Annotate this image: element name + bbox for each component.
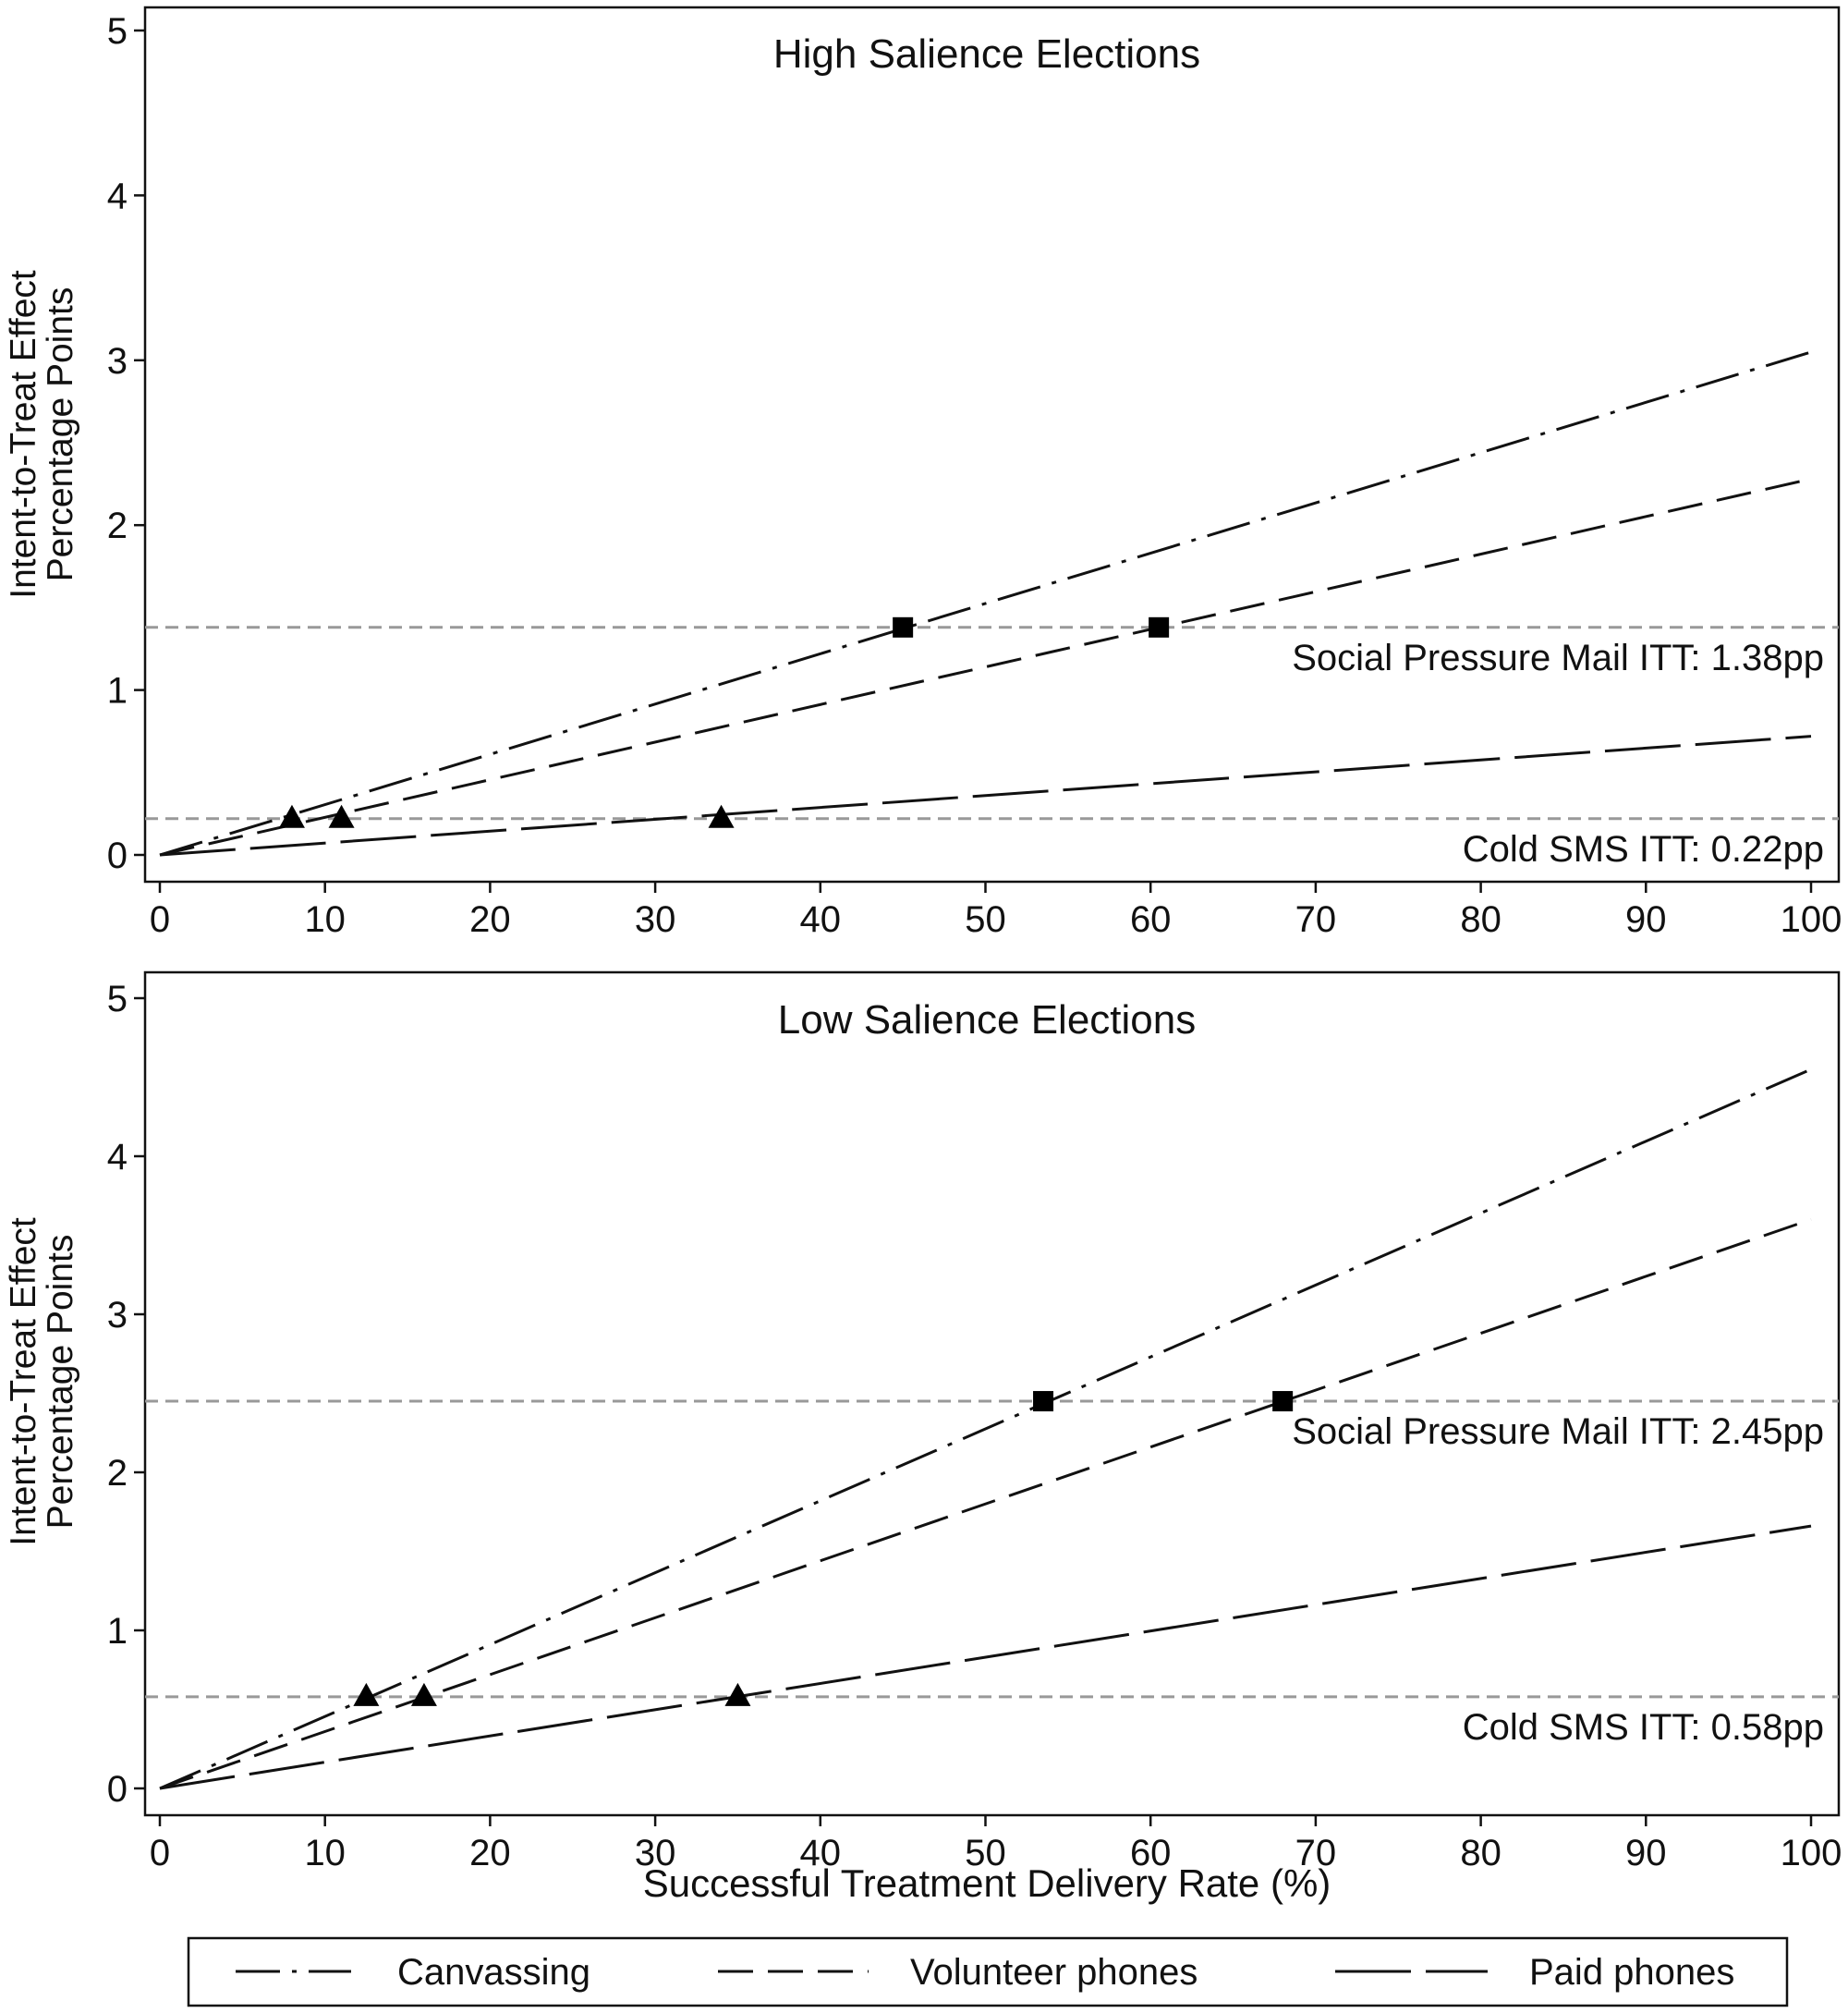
x-tick-label: 60 xyxy=(1130,1833,1172,1873)
x-tick-label: 80 xyxy=(1460,899,1502,940)
x-tick-label: 10 xyxy=(304,899,346,940)
y-axis-label: Intent-to-Treat Effect Percentage Points xyxy=(4,270,80,599)
y-tick-label: 4 xyxy=(107,1137,128,1177)
x-tick-label: 80 xyxy=(1460,1833,1502,1873)
x-tick-label: 40 xyxy=(800,899,842,940)
triangle-marker xyxy=(410,1682,437,1706)
series-line-paid-phones xyxy=(159,1524,1812,1790)
x-tick-label: 40 xyxy=(800,1833,842,1873)
triangle-marker xyxy=(353,1682,380,1706)
y-tick-label: 1 xyxy=(107,1611,128,1652)
x-tick-label: 90 xyxy=(1625,1833,1667,1873)
series-line-volunteer-phones xyxy=(159,477,1812,857)
y-axis-label-line1: Intent-to-Treat Effect xyxy=(4,270,43,599)
x-tick-label: 10 xyxy=(304,1833,346,1873)
x-axis-label: Successful Treatment Delivery Rate (%) xyxy=(643,1861,1331,1905)
x-tick-label: 70 xyxy=(1295,899,1337,940)
x-tick-label: 70 xyxy=(1295,1833,1337,1873)
y-tick-label: 2 xyxy=(107,506,128,546)
series-line-canvassing xyxy=(159,1068,1812,1790)
x-tick-label: 30 xyxy=(635,899,676,940)
x-tick-label: 60 xyxy=(1130,899,1172,940)
series-line-paid-phones xyxy=(159,735,1812,857)
triangle-marker xyxy=(708,804,735,828)
y-tick-label: 0 xyxy=(107,1769,128,1810)
x-tick-label: 0 xyxy=(150,899,170,940)
y-tick-label: 4 xyxy=(107,176,128,216)
y-axis-label-line2: Percentage Points xyxy=(41,287,80,582)
triangle-marker xyxy=(724,1682,751,1706)
legend: Canvassing Volunteer phones Paid phones xyxy=(187,1936,1789,2007)
square-marker xyxy=(1033,1391,1054,1412)
legend-label: Volunteer phones xyxy=(910,1952,1198,1993)
square-marker xyxy=(1272,1391,1294,1412)
y-axis-label-line1: Intent-to-Treat Effect xyxy=(4,1217,43,1546)
reference-line-label: Social Pressure Mail ITT: 2.45pp xyxy=(1292,1411,1824,1452)
plot-frame xyxy=(143,6,1841,884)
y-axis-label: Intent-to-Treat Effect Percentage Points xyxy=(4,1217,80,1546)
x-tick-label: 20 xyxy=(469,1833,511,1873)
plot-frame xyxy=(143,970,1841,1817)
y-tick-label: 5 xyxy=(107,11,128,52)
x-tick-label: 100 xyxy=(1781,899,1842,940)
y-tick-label: 2 xyxy=(107,1453,128,1494)
series-line-volunteer-phones xyxy=(159,1217,1812,1790)
x-tick-label: 100 xyxy=(1781,1833,1842,1873)
x-tick-label: 0 xyxy=(150,1833,170,1873)
y-axis-label-line2: Percentage Points xyxy=(41,1235,80,1530)
x-tick-label: 30 xyxy=(635,1833,676,1873)
x-tick-label: 20 xyxy=(469,899,511,940)
legend-label: Paid phones xyxy=(1529,1952,1734,1993)
y-tick-label: 1 xyxy=(107,671,128,712)
reference-line-label: Social Pressure Mail ITT: 1.38pp xyxy=(1292,638,1824,678)
triangle-marker xyxy=(278,804,305,828)
triangle-marker xyxy=(328,804,355,828)
legend-item-volunteer-phones: Volunteer phones xyxy=(718,1952,1198,1993)
y-tick-label: 0 xyxy=(107,836,128,876)
series-line-canvassing xyxy=(159,350,1812,857)
reference-line-label: Cold SMS ITT: 0.58pp xyxy=(1463,1707,1824,1748)
chart-title: High Salience Elections xyxy=(773,31,1200,77)
square-marker xyxy=(1149,616,1170,638)
legend-label: Canvassing xyxy=(397,1952,590,1993)
x-tick-label: 50 xyxy=(965,1833,1006,1873)
x-tick-label: 50 xyxy=(965,899,1006,940)
x-tick-label: 90 xyxy=(1625,899,1667,940)
chart-title: Low Salience Elections xyxy=(778,997,1196,1043)
square-marker xyxy=(893,616,914,638)
y-tick-label: 3 xyxy=(107,1295,128,1336)
reference-line-label: Cold SMS ITT: 0.22pp xyxy=(1463,829,1824,870)
y-tick-label: 3 xyxy=(107,341,128,382)
legend-item-canvassing: Canvassing xyxy=(236,1952,590,1993)
legend-frame xyxy=(187,1936,1789,2007)
y-tick-label: 5 xyxy=(107,979,128,1019)
legend-item-paid-phones: Paid phones xyxy=(1335,1952,1734,1993)
